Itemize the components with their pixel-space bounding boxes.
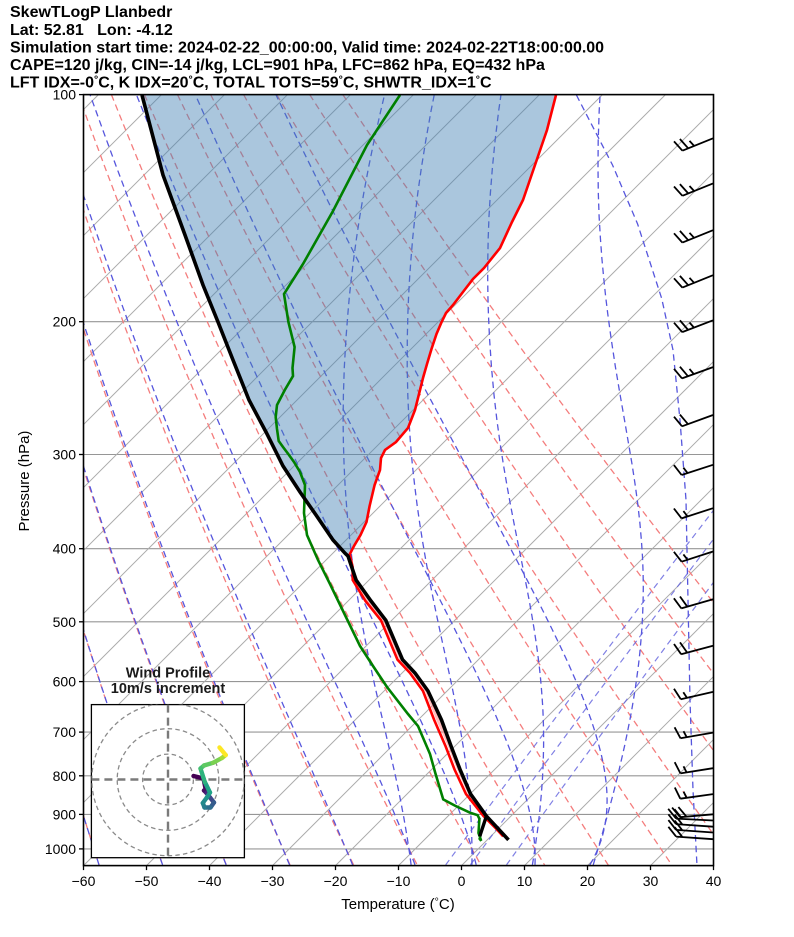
svg-text:1000: 1000	[45, 841, 76, 857]
svg-text:Wind Profile: Wind Profile	[126, 666, 210, 682]
svg-text:400: 400	[53, 541, 77, 557]
svg-text:Simulation start time: 2024-02: Simulation start time: 2024-02-22_00:00:…	[10, 39, 604, 56]
svg-text:LFT IDX=-0°C, K IDX=20°C, TOTA: LFT IDX=-0°C, K IDX=20°C, TOTAL TOTS=59°…	[10, 74, 492, 92]
svg-text:−30: −30	[261, 873, 285, 889]
svg-text:Temperature (°C): Temperature (°C)	[341, 896, 454, 913]
svg-text:SkewTLogP Llanbedr: SkewTLogP Llanbedr	[10, 4, 172, 21]
svg-text:700: 700	[53, 724, 77, 740]
svg-text:−20: −20	[324, 873, 348, 889]
svg-text:−60: −60	[72, 873, 96, 889]
svg-text:100: 100	[53, 87, 77, 103]
svg-text:10m/s increment: 10m/s increment	[111, 681, 226, 697]
svg-text:Pressure (hPa): Pressure (hPa)	[16, 431, 33, 532]
svg-text:−50: −50	[135, 873, 159, 889]
svg-text:30: 30	[643, 873, 659, 889]
svg-text:10: 10	[517, 873, 533, 889]
svg-text:40: 40	[706, 873, 722, 889]
svg-text:900: 900	[53, 806, 77, 822]
svg-text:800: 800	[53, 768, 77, 784]
svg-text:−10: −10	[387, 873, 411, 889]
svg-text:−40: −40	[198, 873, 222, 889]
svg-text:Lat: 52.81 Lon: -4.12: Lat: 52.81 Lon: -4.12	[10, 22, 173, 39]
svg-text:CAPE=120 j/kg, CIN=-14 j/kg, L: CAPE=120 j/kg, CIN=-14 j/kg, LCL=901 hPa…	[10, 57, 545, 74]
svg-text:0: 0	[458, 873, 466, 889]
svg-text:300: 300	[53, 447, 77, 463]
svg-text:600: 600	[53, 674, 77, 690]
svg-text:200: 200	[53, 314, 77, 330]
svg-text:20: 20	[580, 873, 596, 889]
svg-text:500: 500	[53, 614, 77, 630]
